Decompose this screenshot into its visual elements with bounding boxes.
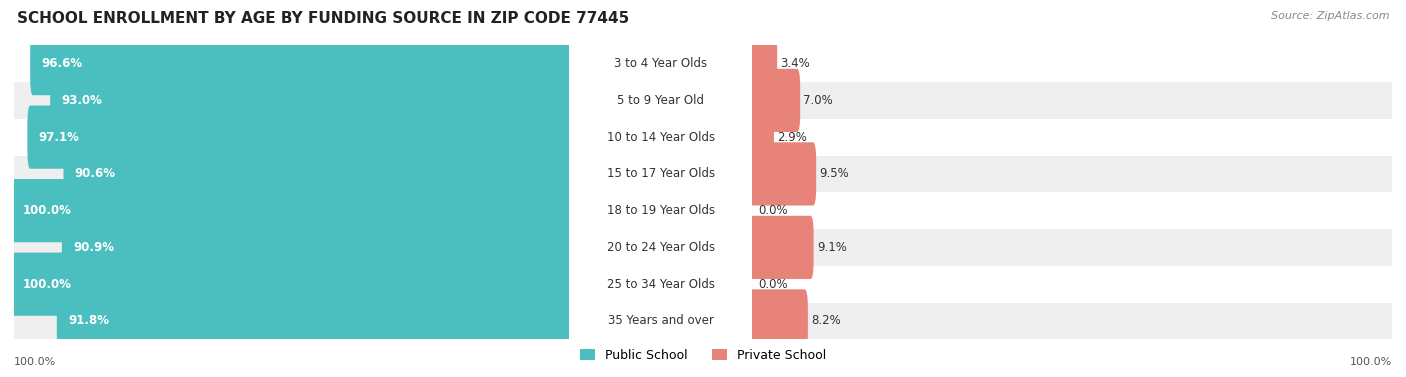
Text: 90.9%: 90.9% [73,241,114,254]
Legend: Public School, Private School: Public School, Private School [575,344,831,367]
Text: 3 to 4 Year Olds: 3 to 4 Year Olds [614,57,707,70]
Bar [752,302,1392,339]
Text: 0.0%: 0.0% [759,278,789,291]
Bar [14,229,569,266]
FancyBboxPatch shape [749,69,800,132]
Text: 3.4%: 3.4% [780,57,810,70]
Bar [752,119,1392,155]
Text: 0.0%: 0.0% [759,204,789,217]
Text: SCHOOL ENROLLMENT BY AGE BY FUNDING SOURCE IN ZIP CODE 77445: SCHOOL ENROLLMENT BY AGE BY FUNDING SOUR… [17,11,628,26]
Text: 9.5%: 9.5% [820,167,849,180]
Text: 25 to 34 Year Olds: 25 to 34 Year Olds [607,278,714,291]
Text: 9.1%: 9.1% [817,241,846,254]
Text: 15 to 17 Year Olds: 15 to 17 Year Olds [607,167,714,180]
FancyBboxPatch shape [749,289,808,352]
Bar [14,45,569,82]
Bar [752,229,1392,266]
Bar [752,266,1392,302]
FancyBboxPatch shape [749,216,814,279]
Text: 5 to 9 Year Old: 5 to 9 Year Old [617,94,704,107]
FancyBboxPatch shape [11,253,572,316]
Text: 35 Years and over: 35 Years and over [607,314,714,327]
Text: 100.0%: 100.0% [22,278,72,291]
FancyBboxPatch shape [51,69,572,132]
Bar [14,266,569,302]
Text: 100.0%: 100.0% [1350,357,1392,367]
Bar [14,119,569,155]
FancyBboxPatch shape [749,142,815,205]
FancyBboxPatch shape [30,32,572,95]
FancyBboxPatch shape [27,106,572,169]
Bar [14,302,569,339]
FancyBboxPatch shape [62,216,572,279]
Text: 100.0%: 100.0% [14,357,56,367]
Text: 8.2%: 8.2% [811,314,841,327]
FancyBboxPatch shape [63,142,572,205]
Bar [752,155,1392,192]
Text: 18 to 19 Year Olds: 18 to 19 Year Olds [607,204,714,217]
Text: 20 to 24 Year Olds: 20 to 24 Year Olds [607,241,714,254]
Bar [752,192,1392,229]
Text: 2.9%: 2.9% [778,131,807,144]
Text: 91.8%: 91.8% [67,314,108,327]
Text: 93.0%: 93.0% [62,94,103,107]
Text: 7.0%: 7.0% [803,94,834,107]
Text: 97.1%: 97.1% [38,131,79,144]
Text: 96.6%: 96.6% [41,57,83,70]
Text: 10 to 14 Year Olds: 10 to 14 Year Olds [607,131,714,144]
FancyBboxPatch shape [11,179,572,242]
Bar [752,82,1392,119]
Text: Source: ZipAtlas.com: Source: ZipAtlas.com [1271,11,1389,21]
Bar [14,155,569,192]
Bar [752,45,1392,82]
Bar [14,82,569,119]
FancyBboxPatch shape [749,32,778,95]
FancyBboxPatch shape [749,106,773,169]
Text: 90.6%: 90.6% [75,167,115,180]
Text: 100.0%: 100.0% [22,204,72,217]
FancyBboxPatch shape [56,289,572,352]
Bar [14,192,569,229]
